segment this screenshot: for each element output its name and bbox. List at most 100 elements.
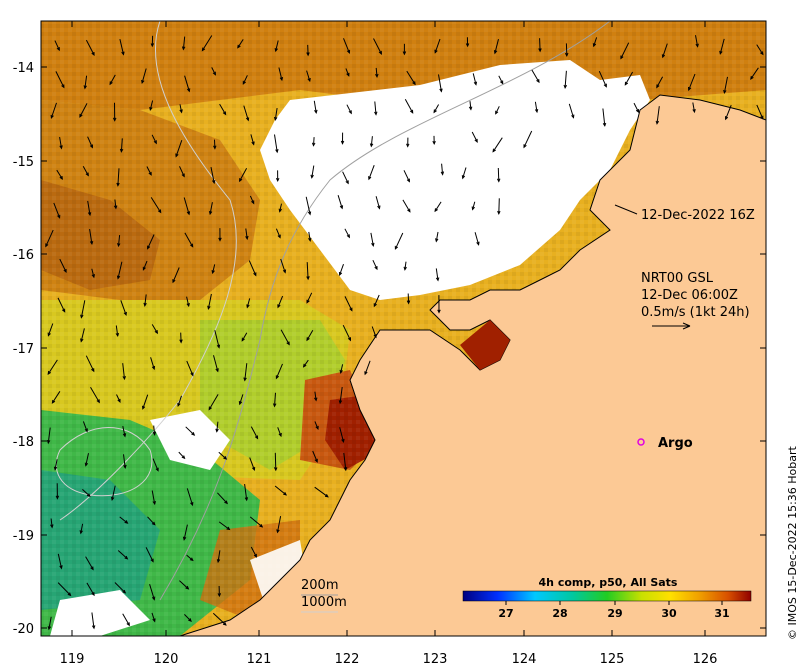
current-vector-head (143, 302, 147, 307)
current-vector (402, 199, 411, 212)
current-vector (85, 39, 95, 56)
current-vector (406, 70, 416, 85)
current-vector (337, 195, 343, 209)
current-vector-head (84, 428, 88, 433)
current-vector (116, 394, 121, 403)
current-vector (306, 292, 313, 303)
current-vector (593, 37, 598, 47)
current-vector (275, 228, 281, 238)
current-vector-head (226, 526, 231, 531)
current-vector-head (122, 433, 127, 438)
current-vector (47, 323, 54, 336)
current-vector-head (96, 399, 100, 404)
current-vector (150, 357, 155, 370)
current-vector (246, 298, 251, 308)
current-vector-head (368, 176, 372, 181)
current-vector-head (302, 363, 307, 368)
current-vector (122, 613, 130, 626)
current-vector-head (51, 399, 56, 404)
current-vector (472, 201, 476, 210)
current-vector (243, 105, 249, 121)
current-vector-head (142, 405, 146, 410)
current-vector (306, 70, 311, 82)
current-vector-head (495, 110, 499, 115)
colorbar-tick-label: 31 (714, 607, 729, 620)
current-vector-head (695, 43, 699, 48)
current-vector (462, 167, 467, 179)
current-vector-head (181, 46, 186, 51)
current-vector (277, 516, 282, 533)
current-vector (688, 73, 696, 91)
x-tick-label: 121 (247, 652, 272, 667)
current-vector (87, 200, 91, 216)
current-vector-head (377, 205, 381, 210)
current-vector (750, 67, 759, 80)
current-vector-head (624, 81, 629, 86)
current-vector-head (181, 173, 185, 178)
current-vector-head (113, 205, 118, 210)
current-vector (147, 516, 156, 526)
current-vector-head (245, 235, 249, 241)
current-vector (219, 103, 227, 115)
current-vector-head (186, 88, 191, 93)
y-tick-label: -18 (13, 435, 34, 450)
current-vector-head (373, 334, 377, 339)
current-vector-head (278, 432, 282, 438)
current-vector (344, 296, 353, 311)
current-vector (692, 102, 695, 113)
current-vector-head (688, 86, 692, 92)
current-vector-head (177, 402, 181, 408)
current-vector (184, 75, 190, 92)
current-vector-head (277, 304, 281, 309)
current-vector-head (406, 300, 411, 305)
current-vector-head (251, 141, 255, 146)
current-vector (539, 38, 541, 52)
colorbar-tick-label: 30 (661, 607, 677, 620)
current-vector-head (412, 81, 416, 86)
current-vector (117, 261, 123, 279)
current-vector-head (661, 54, 666, 59)
current-vector (151, 612, 156, 622)
current-vector (179, 166, 185, 177)
y-tick-label: -19 (13, 529, 34, 544)
current-vector (210, 167, 215, 184)
current-vectors (45, 35, 764, 631)
current-vector (498, 75, 504, 84)
current-vector-head (47, 626, 52, 631)
current-vector (86, 582, 95, 596)
current-vector-head (394, 245, 399, 250)
current-vector (373, 294, 380, 307)
current-vector-head (277, 234, 281, 239)
current-vector-head (201, 47, 206, 52)
current-vector-head (409, 109, 414, 114)
current-vector (374, 101, 377, 115)
current-vector-head (61, 308, 66, 313)
current-vector-head (307, 211, 312, 216)
current-vector (274, 452, 277, 471)
current-vector-head (83, 85, 87, 90)
current-vector-head (245, 117, 250, 122)
current-vector (375, 196, 380, 209)
current-vector (182, 36, 186, 50)
current-vector (212, 612, 227, 626)
argo-float-marker[interactable] (637, 438, 645, 446)
current-vector-head (115, 332, 120, 338)
current-vector (54, 459, 58, 470)
current-vector-head (655, 120, 660, 125)
current-vector-head (50, 524, 54, 529)
current-vector (214, 330, 220, 348)
current-vector (523, 130, 533, 148)
current-vector (274, 392, 276, 407)
current-vector-head (473, 81, 478, 86)
colorbar-title: 4h comp, p50, All Sats (539, 576, 678, 589)
current-vector (471, 131, 478, 143)
current-vector-head (186, 302, 190, 308)
current-vector (82, 421, 88, 432)
current-vector-head (314, 458, 318, 463)
current-vector (695, 35, 699, 47)
current-vector-head (719, 50, 723, 55)
current-vector (185, 426, 195, 436)
current-vector-head (523, 144, 527, 149)
current-vector (90, 387, 100, 403)
current-vector (248, 260, 257, 276)
